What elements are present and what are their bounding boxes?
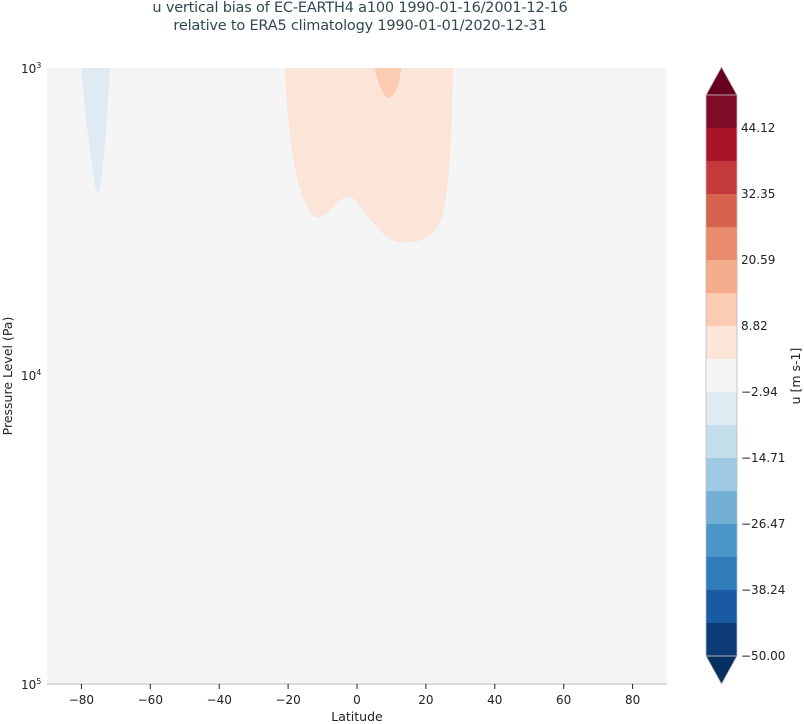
contour-positive-core xyxy=(375,68,401,98)
x-tick-label: 40 xyxy=(487,693,502,707)
y-axis: 103 104 105 Pressure Level (Pa) xyxy=(0,61,41,692)
x-tick-label: 20 xyxy=(418,693,433,707)
colorbar-band xyxy=(706,557,737,591)
x-axis-label: Latitude xyxy=(331,709,383,724)
colorbar-band xyxy=(706,425,737,459)
x-axis: −80 −60 −40 −20 0 20 40 60 80 Latitude xyxy=(69,684,640,724)
colorbar-band xyxy=(706,161,737,195)
colorbar-tick-label: −2.94 xyxy=(741,385,778,399)
y-tick-label: 103 xyxy=(21,61,41,76)
colorbar-band xyxy=(706,293,737,327)
colorbar-tick-label: −50.00 xyxy=(741,649,785,663)
colorbar-band xyxy=(706,491,737,525)
contour-positive-region xyxy=(285,68,453,243)
colorbar-tick-label: 8.82 xyxy=(741,319,768,333)
colorbar-band xyxy=(706,128,737,162)
colorbar-band xyxy=(706,524,737,558)
x-tick-label: 60 xyxy=(556,693,571,707)
y-tick-label: 104 xyxy=(21,368,41,383)
chart-title-line1: u vertical bias of EC-EARTH4 a100 1990-0… xyxy=(152,0,568,16)
x-tick-label: −80 xyxy=(69,693,94,707)
colorbar-band xyxy=(706,260,737,294)
chart-title-line2: relative to ERA5 climatology 1990-01-01/… xyxy=(173,18,547,34)
colorbar-band xyxy=(706,194,737,228)
colorbar-tick-label: 20.59 xyxy=(741,253,775,267)
x-tick-label: −40 xyxy=(207,693,232,707)
contour-negative-tongue xyxy=(81,68,110,193)
y-tick-label: 105 xyxy=(21,677,41,692)
colorbar-band xyxy=(706,359,737,393)
colorbar: 44.12 32.35 20.59 8.82 −2.94 −14.71 −26.47 −38.… xyxy=(705,66,803,685)
x-tick-label: 80 xyxy=(625,693,640,707)
colorbar-tick-label: −26.47 xyxy=(741,517,785,531)
colorbar-band xyxy=(706,227,737,261)
colorbar-over-triangle xyxy=(705,66,738,96)
colorbar-band xyxy=(706,392,737,426)
y-axis-label: Pressure Level (Pa) xyxy=(0,317,15,436)
colorbar-band xyxy=(706,623,737,657)
colorbar-band xyxy=(706,326,737,360)
colorbar-tick-label: 32.35 xyxy=(741,187,775,201)
colorbar-label: u [m s-1] xyxy=(788,348,803,405)
colorbar-band xyxy=(706,458,737,492)
colorbar-band xyxy=(706,590,737,624)
colorbar-under-triangle xyxy=(705,655,738,685)
x-tick-label: 0 xyxy=(353,693,361,707)
x-tick-label: −20 xyxy=(275,693,300,707)
colorbar-tick-label: −14.71 xyxy=(741,451,785,465)
colorbar-tick-label: −38.24 xyxy=(741,583,785,597)
x-tick-label: −60 xyxy=(138,693,163,707)
colorbar-tick-label: 44.12 xyxy=(741,121,775,135)
colorbar-band xyxy=(706,95,737,129)
